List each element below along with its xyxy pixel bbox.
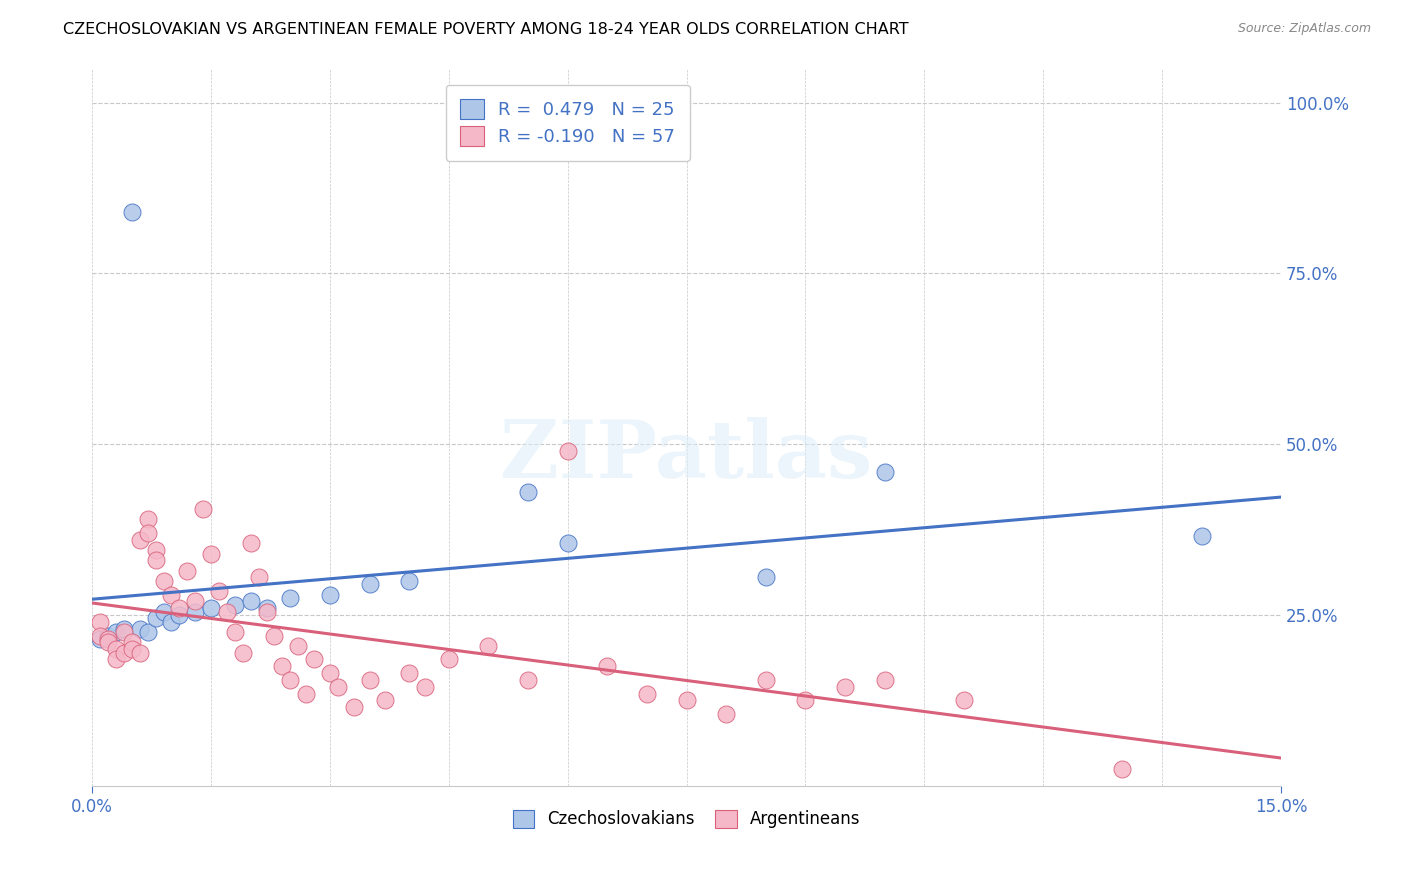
Point — [953, 693, 976, 707]
Point — [152, 574, 174, 588]
Point — [278, 673, 301, 687]
Point — [714, 707, 737, 722]
Point — [169, 607, 191, 622]
Point — [302, 652, 325, 666]
Point — [319, 666, 342, 681]
Text: CZECHOSLOVAKIAN VS ARGENTINEAN FEMALE POVERTY AMONG 18-24 YEAR OLDS CORRELATION : CZECHOSLOVAKIAN VS ARGENTINEAN FEMALE PO… — [63, 22, 908, 37]
Point — [121, 205, 143, 219]
Point — [271, 659, 294, 673]
Point — [145, 553, 167, 567]
Point — [263, 628, 285, 642]
Text: ZIPatlas: ZIPatlas — [501, 417, 873, 495]
Point — [413, 680, 436, 694]
Point — [239, 536, 262, 550]
Point — [200, 547, 222, 561]
Point — [794, 693, 817, 707]
Legend: Czechoslovakians, Argentineans: Czechoslovakians, Argentineans — [506, 803, 868, 835]
Point — [184, 594, 207, 608]
Point — [755, 673, 778, 687]
Point — [97, 632, 120, 646]
Point — [477, 639, 499, 653]
Point — [97, 628, 120, 642]
Point — [200, 601, 222, 615]
Point — [1191, 529, 1213, 543]
Point — [145, 611, 167, 625]
Point — [636, 687, 658, 701]
Point — [160, 615, 183, 629]
Point — [136, 512, 159, 526]
Point — [104, 642, 127, 657]
Point — [169, 601, 191, 615]
Point — [128, 622, 150, 636]
Point — [215, 605, 238, 619]
Point — [136, 526, 159, 541]
Point — [191, 502, 214, 516]
Point — [326, 680, 349, 694]
Point — [287, 639, 309, 653]
Point — [873, 465, 896, 479]
Point — [97, 635, 120, 649]
Point — [239, 594, 262, 608]
Point — [437, 652, 460, 666]
Point — [112, 625, 135, 640]
Point — [675, 693, 697, 707]
Text: Source: ZipAtlas.com: Source: ZipAtlas.com — [1237, 22, 1371, 36]
Point — [247, 570, 270, 584]
Point — [89, 632, 111, 646]
Point — [755, 570, 778, 584]
Point — [128, 646, 150, 660]
Point — [557, 444, 579, 458]
Point — [278, 591, 301, 605]
Point — [359, 673, 381, 687]
Point — [224, 598, 246, 612]
Point — [112, 646, 135, 660]
Point — [398, 666, 420, 681]
Point — [121, 635, 143, 649]
Point — [256, 601, 278, 615]
Point — [89, 615, 111, 629]
Point — [343, 700, 366, 714]
Point — [176, 564, 198, 578]
Point — [834, 680, 856, 694]
Point — [517, 673, 540, 687]
Point — [121, 642, 143, 657]
Point — [319, 587, 342, 601]
Point — [104, 652, 127, 666]
Point — [374, 693, 396, 707]
Point — [398, 574, 420, 588]
Point — [596, 659, 619, 673]
Point — [89, 628, 111, 642]
Point — [224, 625, 246, 640]
Point — [104, 625, 127, 640]
Point — [1111, 762, 1133, 776]
Point — [873, 673, 896, 687]
Point — [256, 605, 278, 619]
Point — [517, 485, 540, 500]
Point — [557, 536, 579, 550]
Point — [232, 646, 254, 660]
Point — [295, 687, 318, 701]
Point — [160, 587, 183, 601]
Point — [112, 622, 135, 636]
Point — [359, 577, 381, 591]
Point — [208, 584, 231, 599]
Point — [152, 605, 174, 619]
Point — [136, 625, 159, 640]
Point — [145, 543, 167, 558]
Point — [128, 533, 150, 547]
Point — [184, 605, 207, 619]
